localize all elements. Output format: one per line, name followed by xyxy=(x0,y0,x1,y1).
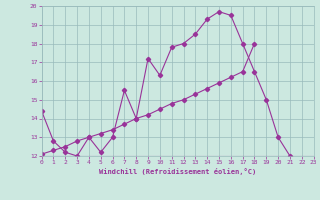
X-axis label: Windchill (Refroidissement éolien,°C): Windchill (Refroidissement éolien,°C) xyxy=(99,168,256,175)
